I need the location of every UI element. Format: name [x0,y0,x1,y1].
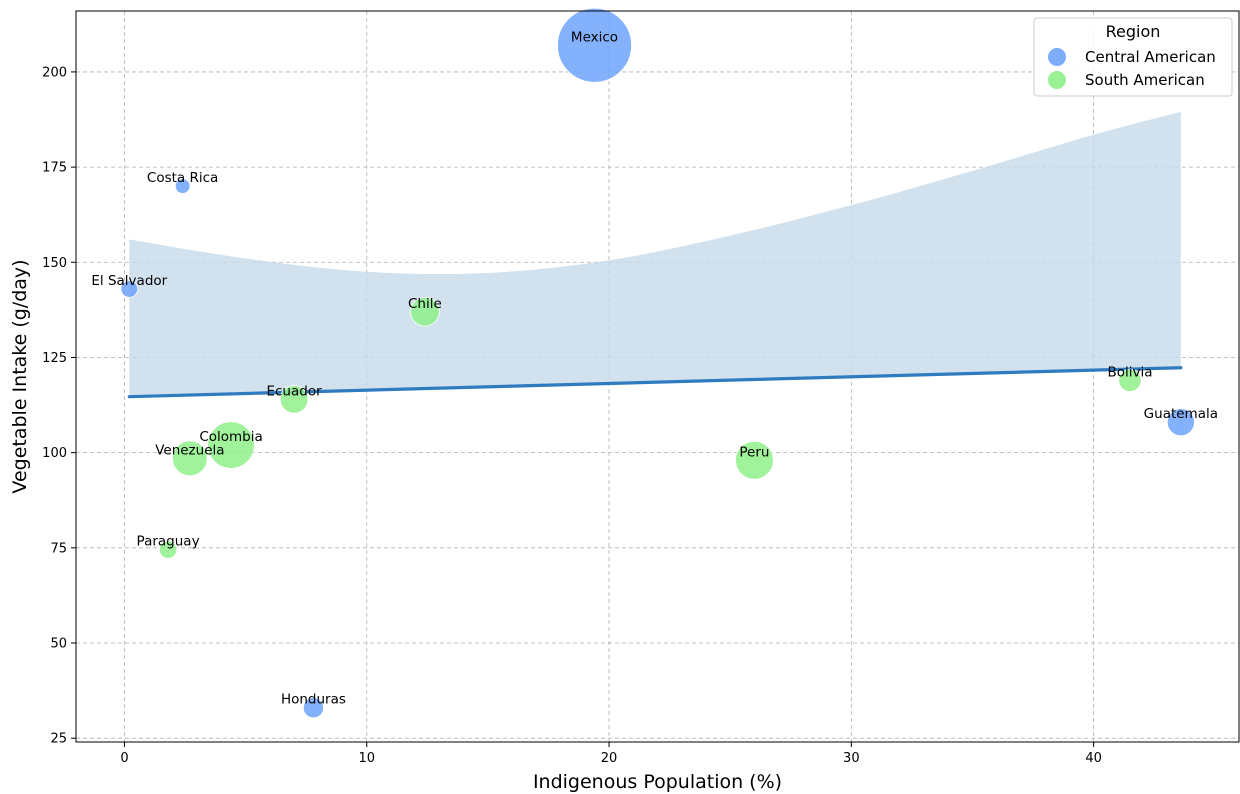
x-tick-label: 20 [601,751,618,766]
x-tick-label: 0 [120,751,128,766]
plot-frame [75,10,1240,743]
y-tick-label: 25 [50,732,67,747]
point-label: Costa Rica [147,170,218,186]
legend-marker [1048,48,1066,66]
x-tick-label: 40 [1085,751,1102,766]
point-label: Mexico [571,29,618,45]
legend-box [1033,17,1233,97]
point-label: Paraguay [137,534,200,550]
data-point-bolivia [1118,368,1142,392]
data-point-ecuador [279,385,309,414]
point-label: Chile [408,296,442,312]
point-label: El Salvador [91,273,167,289]
y-tick-label: 125 [42,351,67,366]
y-axis-title: Vegetable Intake (g/day) [9,259,31,493]
legend: Region Central American South American [1033,17,1233,97]
data-point-venezuela [172,440,208,477]
x-tick-label: 10 [358,751,375,766]
data-point-chile [410,296,440,327]
x-tick-label: 30 [843,751,860,766]
confidence-band-area [129,111,1181,397]
point-label: Honduras [281,692,346,708]
data-point-honduras [302,697,325,719]
y-tick-label: 50 [50,637,67,652]
point-label: Colombia [199,429,262,445]
legend-title: Region [1106,22,1161,41]
point-labels: Mexico Guatemala Costa Rica El Salvador Hond… [91,29,1218,707]
point-label: Bolivia [1107,364,1152,380]
data-point-costa-rica [174,178,191,194]
legend-label: Central American [1085,48,1216,66]
data-point-peru [735,440,774,480]
y-tick-label: 100 [42,446,67,461]
confidence-band [127,111,1183,399]
y-tick-label: 75 [50,541,67,556]
y-tick-label: 200 [42,65,67,80]
axis-ticks: 0 10 20 30 40 25 50 75 100 125 150 175 200 [42,65,1102,766]
data-point-paraguay [158,540,178,559]
data-point-guatemala [1166,408,1195,437]
y-tick-label: 150 [42,256,67,271]
point-label: Venezuela [155,442,224,458]
legend-entries: Central American South American [1048,48,1216,89]
data-points [120,7,1195,719]
point-label: Ecuador [266,383,322,399]
point-label: Peru [739,444,769,460]
legend-marker [1048,71,1066,89]
legend-label: South American [1085,71,1205,89]
y-tick-label: 175 [42,161,67,176]
point-label: Guatemala [1144,406,1218,422]
data-point-mexico [557,7,632,83]
data-point-colombia [207,421,255,469]
data-point-el-salvador [120,280,139,298]
x-axis-title: Indigenous Population (%) [533,771,782,793]
